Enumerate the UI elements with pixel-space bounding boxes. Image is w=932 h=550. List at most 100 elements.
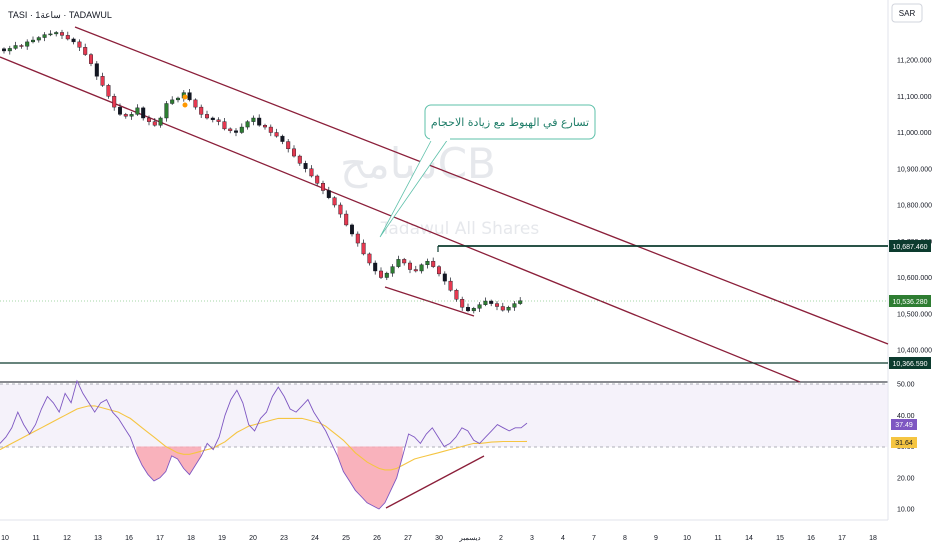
candle-body: [309, 168, 314, 177]
candle: [373, 260, 378, 275]
candle-body: [344, 213, 349, 226]
callout-box: [424, 104, 596, 140]
candle-body: [123, 114, 128, 117]
rsi-oversold-fill: [136, 446, 403, 509]
time-tick-label: 7: [592, 535, 596, 542]
candle-body: [175, 97, 180, 101]
candle-body: [466, 307, 471, 312]
candle-body: [321, 183, 326, 191]
rsi-trendline[interactable]: [385, 455, 485, 509]
price-tick-label: 10,500.000: [897, 311, 932, 318]
candle: [303, 160, 308, 173]
channel-lower-line[interactable]: [0, 56, 801, 383]
candle: [379, 267, 384, 279]
candle-body: [170, 99, 175, 104]
callout-annotation[interactable]: تسارع في الهبوط مع زيادة الاحجام: [379, 104, 596, 238]
time-tick-label: 18: [869, 535, 877, 542]
rsi-lines: [0, 379, 528, 510]
candle-body: [222, 121, 227, 130]
candle: [36, 36, 41, 43]
candle: [25, 39, 30, 50]
candle: [152, 118, 157, 127]
candle-body: [268, 126, 273, 133]
candle: [431, 257, 436, 269]
candle: [268, 124, 273, 137]
candle: [135, 104, 140, 116]
event-marker[interactable]: [182, 94, 188, 100]
time-tick-label: 14: [745, 535, 753, 542]
candle-body: [460, 299, 465, 308]
candle: [361, 239, 366, 256]
candle: [94, 61, 99, 80]
candle-body: [83, 47, 88, 55]
candle-body: [442, 273, 447, 282]
time-tick-label: 25: [342, 535, 350, 542]
price-tick-label: 11,000.000: [897, 130, 932, 137]
time-tick-label: 11: [32, 535, 39, 542]
candle-body: [286, 141, 291, 150]
candle-body: [431, 260, 436, 267]
rsi-oversold-area: [337, 446, 403, 509]
candle: [222, 118, 227, 131]
candle-body: [117, 106, 122, 115]
candle-body: [48, 33, 53, 36]
candle-body: [257, 117, 262, 126]
candle: [123, 112, 128, 119]
candle-body: [233, 130, 238, 133]
time-tick-label: 19: [218, 535, 226, 542]
candle-body: [25, 41, 30, 47]
time-tick-label: 30: [435, 535, 443, 542]
currency-badge[interactable]: SAR: [891, 3, 923, 23]
rsi-tick-label: 20.00: [897, 475, 915, 482]
candle-body: [71, 38, 76, 43]
candle: [228, 127, 233, 134]
candle-body: [216, 119, 221, 122]
candle: [158, 116, 163, 128]
candle: [146, 115, 151, 126]
wedge-bottom-line[interactable]: [384, 286, 475, 317]
candle-body: [13, 45, 18, 49]
candle: [239, 123, 244, 134]
candle-body: [425, 260, 430, 266]
candle-body: [280, 135, 285, 142]
candle: [77, 39, 82, 51]
support-price-text: 10,366.590: [892, 361, 927, 368]
candle: [390, 264, 395, 277]
support-price-tag: 10,366.590: [889, 357, 931, 369]
candle: [233, 128, 238, 137]
candle-body: [135, 107, 140, 115]
time-tick-label: 3: [530, 535, 534, 542]
time-tick-label: 2: [499, 535, 503, 542]
candle: [402, 257, 407, 266]
candle-body: [152, 121, 157, 126]
rsi-value-tag: 37.49: [891, 419, 917, 430]
candle: [100, 72, 105, 87]
candle-body: [158, 117, 163, 126]
candle: [13, 41, 18, 50]
candle-body: [239, 126, 244, 133]
candle: [338, 202, 343, 218]
candle: [332, 196, 337, 208]
candle: [141, 106, 146, 121]
candle: [60, 29, 65, 39]
candle: [117, 103, 122, 116]
candle-body: [210, 117, 215, 121]
candle-body: [77, 41, 82, 48]
candle-body: [506, 307, 511, 311]
candle-body: [338, 204, 343, 215]
candle-body: [471, 308, 476, 312]
candle: [251, 115, 256, 126]
candle: [199, 104, 204, 118]
callout-joint: [430, 137, 450, 141]
rsi-oversold-area: [136, 446, 202, 481]
candle-body: [390, 266, 395, 274]
channel-upper-line[interactable]: [74, 26, 889, 345]
candle-body: [326, 190, 331, 198]
descending-channel[interactable]: [0, 26, 889, 383]
candle: [71, 37, 76, 45]
candle: [326, 186, 331, 200]
candle: [204, 110, 209, 120]
event-marker[interactable]: [182, 102, 188, 108]
